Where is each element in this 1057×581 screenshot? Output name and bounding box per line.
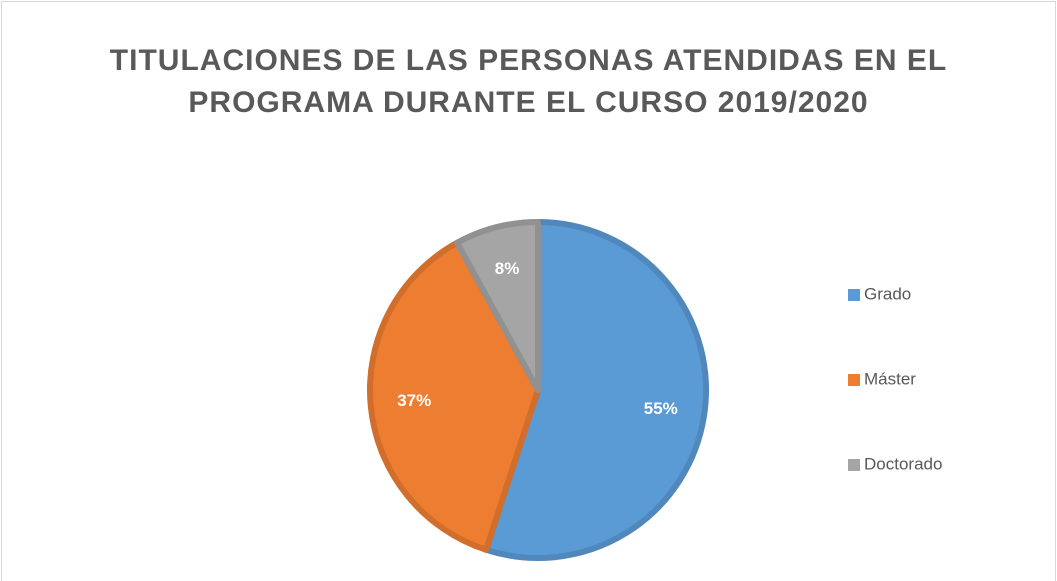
- pie-slice: [483, 219, 709, 561]
- legend-swatch: [848, 459, 860, 471]
- legend-label: Doctorado: [864, 454, 942, 473]
- legend-swatch: [848, 374, 860, 386]
- pie-slice: [454, 219, 541, 393]
- legend-label: Grado: [864, 284, 911, 303]
- legend-label: Máster: [864, 369, 916, 388]
- legend-swatch: [848, 289, 860, 301]
- data-label: 37%: [397, 391, 431, 410]
- chart-title: TITULACIONES DE LAS PERSONAS ATENDIDAS E…: [109, 44, 948, 119]
- data-label: 8%: [495, 259, 520, 278]
- data-label: 55%: [644, 399, 678, 418]
